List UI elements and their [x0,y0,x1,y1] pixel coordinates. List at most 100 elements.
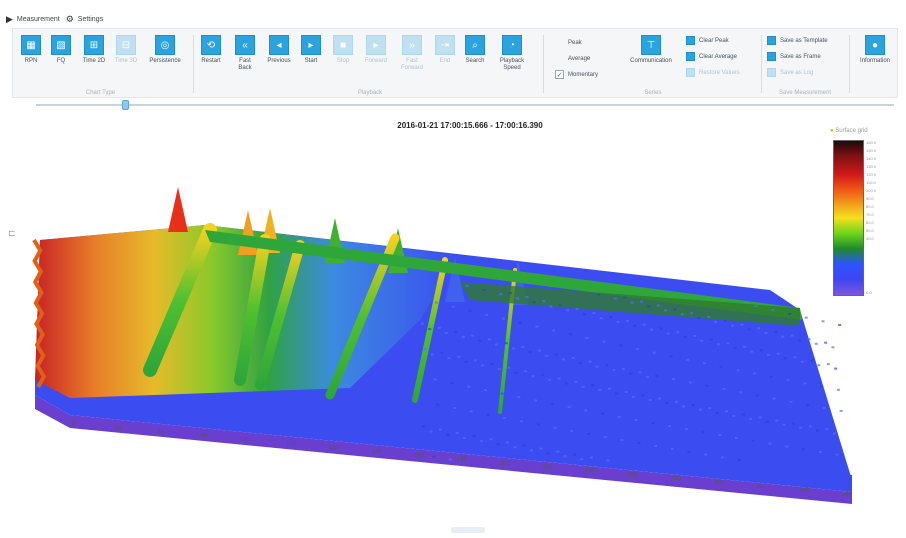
tab-measurement[interactable]: ▶ Measurement [6,14,60,25]
surface-noise [637,442,641,445]
surface-noise [816,429,819,432]
surface-noise [647,305,651,308]
momentary-checkbox[interactable]: ✓ Momentary [555,70,598,79]
save-as-log-button[interactable]: Save as Log [767,68,813,77]
fast-back-button[interactable]: « Fast Back [233,35,257,72]
fast-forward-label: Fast Forward [400,58,423,71]
surface-noise [521,346,525,348]
surface-noise [775,419,779,422]
clear-average-button[interactable]: Clear Average [686,52,737,61]
surface-noise [673,308,677,311]
color-scale-tick: 160.0 [866,140,877,145]
time-slider-track[interactable] [36,104,894,106]
x-axis-tick: 60 [200,434,207,440]
playback-speed-label: Playback Speed [499,58,525,71]
surface-noise [430,353,434,356]
time-2d-button[interactable]: ⊞ Time 2D [81,35,107,65]
fq-button[interactable]: ▧ FQ [51,35,71,65]
surface-noise [755,394,759,397]
surface-noise [655,374,659,377]
forward-button[interactable]: ▸ Forward [361,35,391,65]
surface-noise [751,439,755,442]
surface-noise [648,399,652,402]
surface-noise [633,324,637,327]
persistence-button[interactable]: ◎ Persistence [146,35,184,65]
surface-noise [836,388,840,391]
surface-noise [757,327,761,330]
end-button[interactable]: ⇥ End [435,35,455,65]
previous-button[interactable]: ◂ Previous [263,35,295,65]
restart-icon: ⟲ [201,35,221,55]
surface-noise [451,305,455,308]
surface-peak [168,187,188,232]
color-scale-tick: 130.0 [866,164,877,169]
start-button[interactable]: ▸ Start [301,35,321,65]
search-button[interactable]: ⌕ Search [465,35,485,65]
time-slider-thumb[interactable] [122,100,129,110]
surface-noise [820,385,824,388]
surface-noise [483,389,487,392]
save-as-frame-button[interactable]: Save as Frame [767,52,821,61]
surface-noise [609,316,613,318]
clear-peak-button[interactable]: Clear Peak [686,36,729,45]
surface-noise [736,369,740,372]
surface-noise [708,407,712,410]
surface-noise [797,339,801,342]
surface-noise [486,413,490,416]
persistence-label: Persistence [149,58,181,64]
surface-noise [539,447,543,450]
surface-noise [591,384,595,387]
surface-noise [654,445,657,447]
surface-noise [737,459,741,462]
3d-surface-plot[interactable]: 0 20 40 60 80 100 120 140 160 180 200 220 240 260 280 3… [0,130,906,530]
surface-noise [635,348,639,351]
surface-ridge [255,240,305,390]
previous-label: Previous [267,58,291,64]
time-3d-button[interactable]: ⊟ Time 3D [113,35,139,65]
surface-noise [568,333,572,336]
surface-noise [769,375,773,378]
information-button[interactable]: ● Information [855,35,895,65]
color-scale-tick: 150.0 [866,148,877,153]
surface-noise [831,346,835,349]
peak-checkbox[interactable]: Peak [555,38,582,47]
tab-settings[interactable]: ⚙ Settings [66,14,103,25]
rpn-button[interactable]: ▦ RPN [21,35,41,65]
surface-noise [731,324,734,327]
surface-noise [623,296,627,299]
surface-noise [516,297,519,300]
surface-noise [464,360,468,363]
surface-noise [567,406,571,409]
playback-speed-button[interactable]: ◔ Playback Speed [495,35,529,72]
communication-button[interactable]: ⊤ Communication [630,35,672,65]
surface-noise [693,334,696,337]
average-checkbox[interactable]: Average [555,54,590,63]
save-as-template-button[interactable]: Save as Template [767,36,828,45]
surface-left-edge [32,238,47,388]
restart-button[interactable]: ⟲ Restart [201,35,221,65]
surface-noise [557,377,561,380]
save-measurement-group: Save as Template Save as Frame Save as L… [763,29,847,99]
surface-noise [617,415,621,418]
surface-noise [420,322,424,325]
surface-noise [806,403,810,406]
restore-values-button[interactable]: Restore Values [686,68,740,77]
surface-noise [686,358,690,361]
surface-noise [626,319,629,322]
surface-noise [454,330,458,333]
color-scale-tick: 50.0 [866,228,874,233]
fast-forward-button[interactable]: » Fast Forward [397,35,427,72]
panel-resize-handle[interactable]: ⊏ [8,228,16,238]
surface-noise [439,428,443,431]
ribbon-separator [543,35,544,93]
x-axis-tick: 280 [671,476,682,482]
surface-noise [447,357,451,360]
restore-values-label: Restore Values [699,69,740,76]
surface-noise [835,453,839,456]
stop-button[interactable]: ■ Stop [333,35,353,65]
surface-noise [620,439,624,442]
tab-settings-label: Settings [77,15,104,23]
surface-noise [722,388,726,391]
surface-noise [824,341,828,344]
surface-noise [690,312,694,315]
